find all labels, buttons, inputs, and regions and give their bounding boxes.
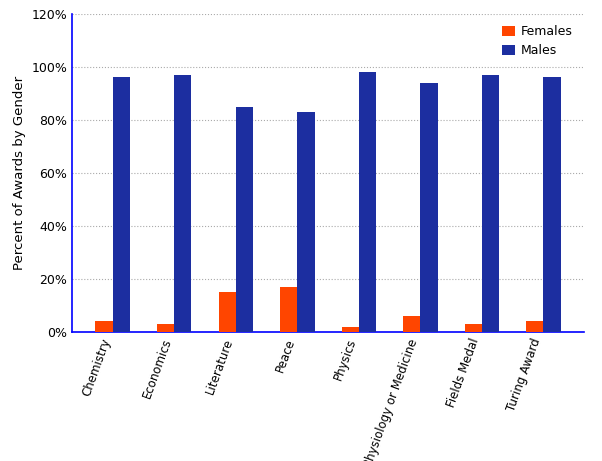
Bar — [113, 77, 130, 332]
Bar — [544, 77, 560, 332]
Bar — [236, 106, 253, 332]
Bar — [403, 316, 420, 332]
Y-axis label: Percent of Awards by Gender: Percent of Awards by Gender — [13, 76, 26, 270]
Bar — [157, 324, 174, 332]
Bar — [482, 75, 499, 332]
Bar — [280, 287, 297, 332]
Bar — [359, 72, 376, 332]
Bar — [96, 321, 113, 332]
Bar — [341, 326, 359, 332]
Bar — [465, 324, 482, 332]
Bar — [526, 321, 544, 332]
Bar — [174, 75, 191, 332]
Bar — [297, 112, 315, 332]
Legend: Females, Males: Females, Males — [497, 20, 578, 62]
Bar — [219, 292, 236, 332]
Bar — [420, 83, 438, 332]
